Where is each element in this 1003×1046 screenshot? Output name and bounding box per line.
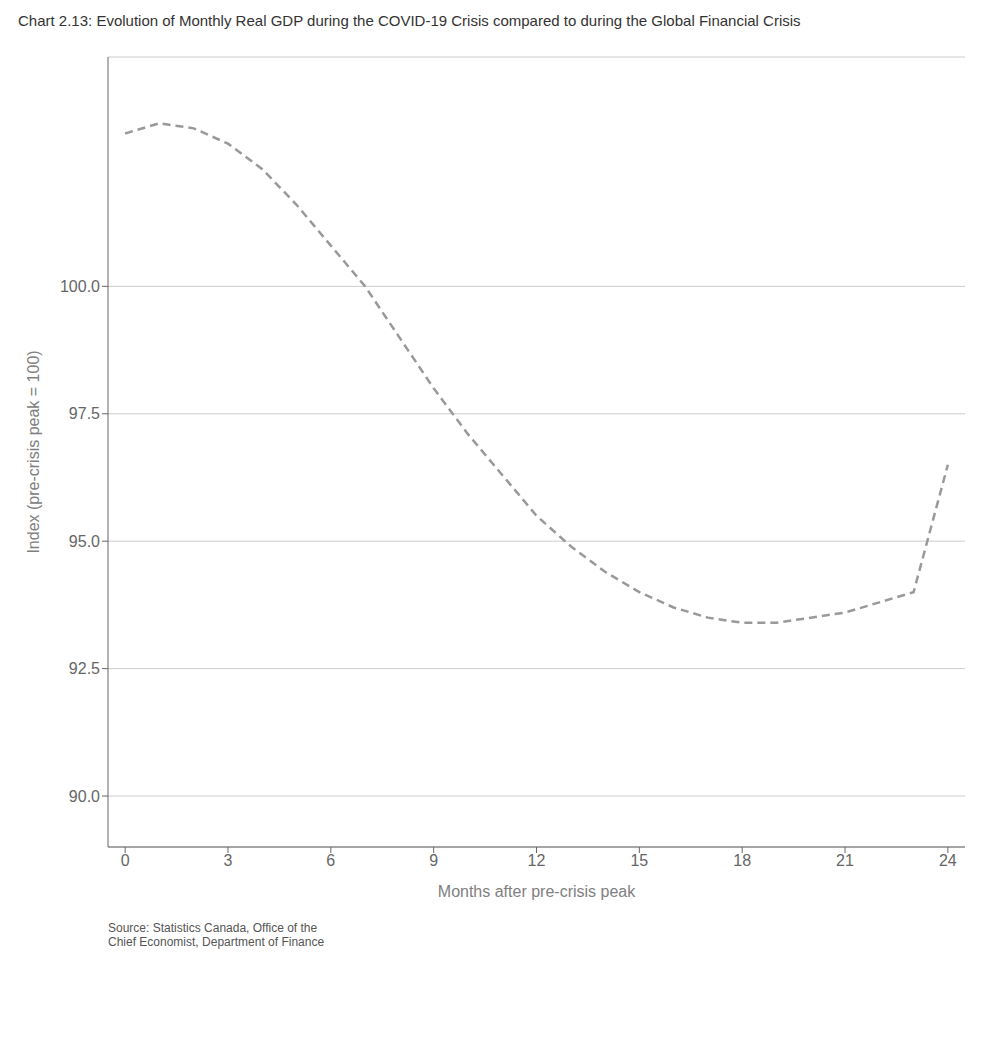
- svg-text:90.0: 90.0: [69, 788, 100, 805]
- svg-text:18: 18: [733, 852, 751, 869]
- svg-text:24: 24: [939, 852, 957, 869]
- svg-text:12: 12: [528, 852, 546, 869]
- svg-text:3: 3: [224, 852, 233, 869]
- svg-text:0: 0: [121, 852, 130, 869]
- svg-text:21: 21: [836, 852, 854, 869]
- svg-text:92.5: 92.5: [69, 660, 100, 677]
- html-text:Chart 2.13: Evolution of Month: Chart 2.13: Evolution of Monthly Real GD…: [18, 12, 801, 29]
- svg-text:Months after pre-crisis peak: Months after pre-crisis peak: [438, 883, 636, 900]
- svg-text:95.0: 95.0: [69, 533, 100, 550]
- svg-text:100.0: 100.0: [60, 278, 100, 295]
- svg-text:9: 9: [429, 852, 438, 869]
- svg-text:97.5: 97.5: [69, 405, 100, 422]
- svg-text:15: 15: [630, 852, 648, 869]
- svg-text:Index (pre-crisis peak = 100): Index (pre-crisis peak = 100): [25, 350, 42, 553]
- html-text:Chief Economist, Department of: Chief Economist, Department of Finance: [108, 935, 325, 949]
- svg-text:6: 6: [326, 852, 335, 869]
- html-text:Source: Statistics Canada, Off: Source: Statistics Canada, Office of the: [108, 921, 318, 935]
